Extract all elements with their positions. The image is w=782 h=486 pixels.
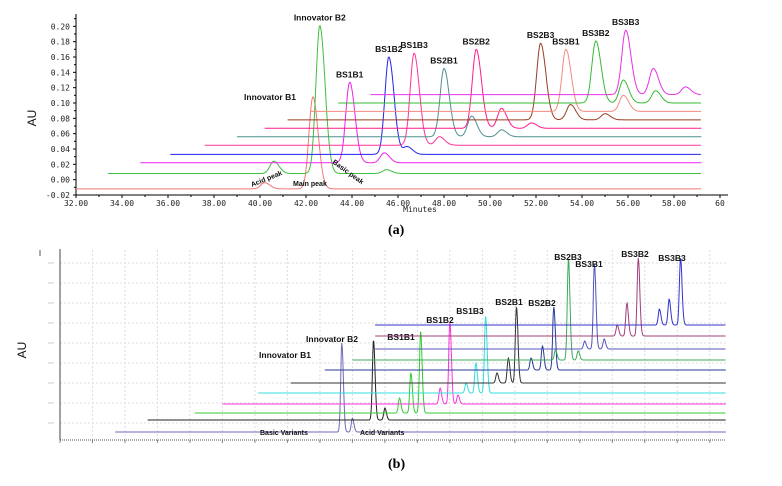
trace-bs3b2 [338,40,702,104]
panel-a-chromatogram: 32.00 34.00 36.00 38.00 40.00 42.00 44.00 46.00… [25,13,728,214]
x-tick-label: 50.00 [478,199,502,208]
trace-bs1b3 [258,316,726,394]
trace-innovator-b1 [115,342,726,433]
x-tick-label: 48.00 [432,199,456,208]
series-label: BS3B1 [552,36,580,46]
trace-bs1b2 [170,56,701,155]
y-tick-label: 0.14 [51,68,70,77]
x-axis-label: Minutes [403,205,437,214]
series-label: BS2B2 [528,298,556,308]
y-tick-label: 0.16 [51,53,70,62]
series-label: BS2B2 [462,36,490,46]
y-tick-label: -0.02 [46,191,70,200]
trace-bs3b1 [310,48,702,112]
series-label: BS2B1 [495,297,523,307]
x-tick-label: 56.00 [616,199,640,208]
series-label: BS1B1 [336,69,364,79]
x-tick-label: 52.00 [524,199,548,208]
y-tick-label: 0.18 [51,38,70,47]
series-label: BS3B3 [658,253,686,263]
trace-bs2b3 [352,258,726,361]
series-label: BS1B1 [387,332,415,342]
y-axis-label: AU [15,342,29,359]
x-tick-label: 34.00 [110,199,134,208]
annotation-main-peak: Main peak [293,181,327,188]
annotation-acid-peak: Acid peak [250,170,283,189]
trace-bs2b1 [290,306,726,384]
y-tick-label: 0.00 [51,176,70,185]
y-tick-label: 0.04 [51,145,70,154]
series-label: BS2B3 [527,30,555,40]
series-label: BS1B3 [400,40,428,50]
series-label: BS3B1 [575,259,603,269]
x-tick-label: 60 [715,199,725,208]
trace-bs1b3 [204,52,701,146]
series-label: BS1B2 [426,315,454,325]
annotation-acid-variants: Acid Variants [360,430,404,437]
series-label: BS3B2 [621,249,649,259]
trace-bs1b1 [140,81,702,164]
trace-bs1b2 [222,322,726,405]
y-tick-label: 0.12 [51,84,70,93]
panel-b-chromatogram: AU Innovator B1 Innovator B2 BS1B1 BS1B2BS1B… [15,249,726,443]
series-label: Innovator B2 [306,334,358,344]
series-label: BS3B3 [612,17,640,27]
x-tick-label: 54.00 [570,199,594,208]
trace-bs2b3 [287,42,701,121]
y-tick-label: 0.20 [51,22,70,31]
panel-a-caption: (a) [388,223,405,238]
series-label: Innovator B2 [294,13,346,23]
trace-bs3b2 [375,257,726,337]
annotation-basic-variants: Basic Variants [260,430,308,437]
trace-bs3b3 [370,29,701,96]
series-label: BS3B2 [582,28,610,38]
trace-bs3b3 [375,258,726,326]
series-label: Innovator B1 [259,350,311,360]
y-tick-label: 0.06 [51,130,70,139]
x-tick-label: 40.00 [248,199,272,208]
x-tick-label: 58.00 [662,199,686,208]
y-tick-label: 0.10 [51,99,70,108]
y-tick-label: 0.08 [51,114,70,123]
x-tick-label: 42.00 [294,199,318,208]
trace-bs1b1 [194,331,726,414]
series-label: BS2B3 [554,252,582,262]
series-label: BS2B1 [430,56,458,66]
trace-bs2b2 [324,306,726,371]
x-tick-label: 32.00 [64,199,88,208]
trace-bs3b1 [375,263,726,350]
x-tick-label: 38.00 [202,199,226,208]
trace-bs2b2 [264,48,702,129]
x-tick-label: 36.00 [156,199,180,208]
y-tick-label: 0.02 [51,160,70,169]
x-tick-label: 46.00 [386,199,410,208]
x-tick-label: 44.00 [340,199,364,208]
y-axis-label: AU [25,110,39,127]
panel-b-caption: (b) [388,457,405,472]
trace-innovator-b2 [147,340,726,421]
trace-innovator-b1 [76,96,702,190]
series-label: Innovator B1 [244,92,296,102]
series-label: BS1B2 [375,44,403,54]
trace-innovator-b2 [108,24,701,174]
series-label: BS1B3 [456,306,484,316]
